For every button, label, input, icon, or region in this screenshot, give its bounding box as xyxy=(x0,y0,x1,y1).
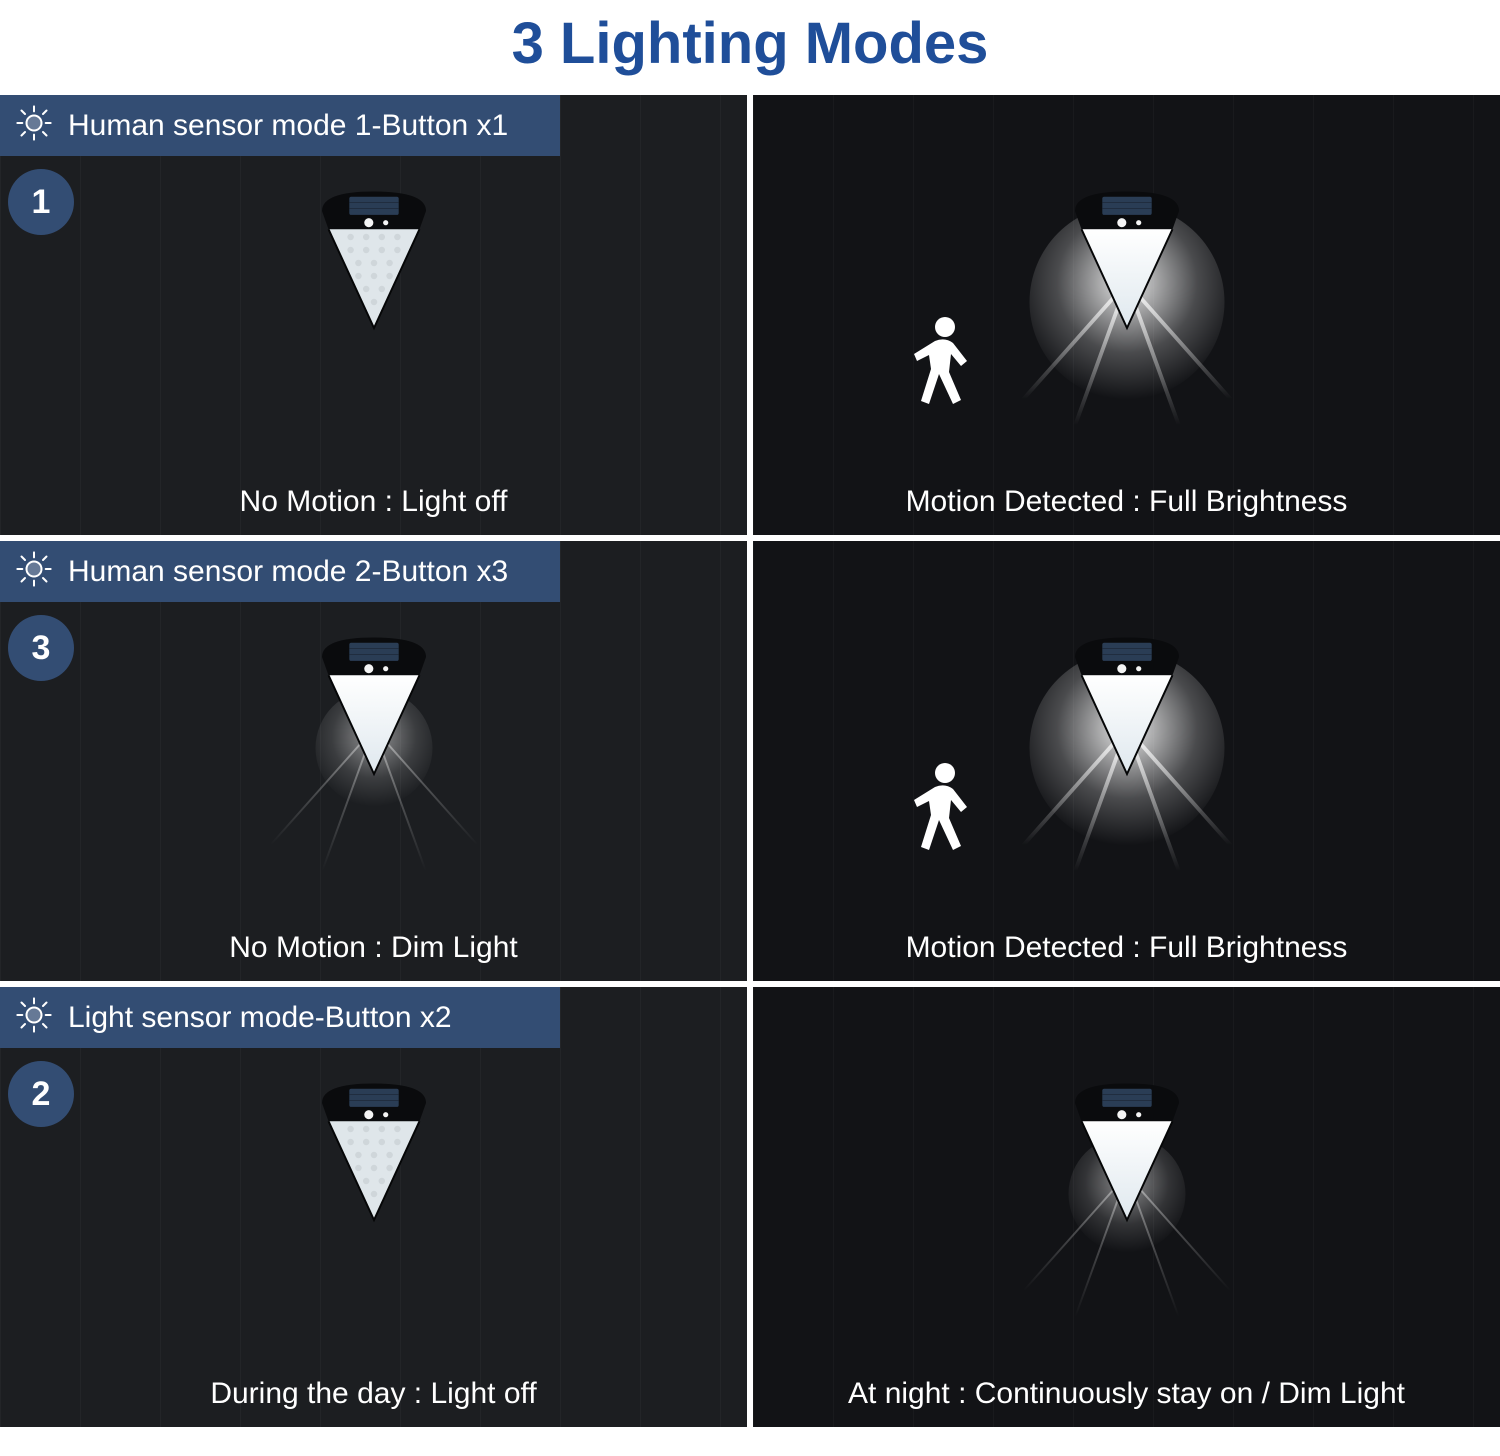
mode-label: Light sensor mode-Button x2 xyxy=(68,1001,452,1035)
mode-badge: 3 xyxy=(8,615,74,681)
lamp-wrap-left xyxy=(264,185,484,450)
mode-row-3: During the day : Light off xyxy=(0,987,1500,1427)
person-icon-wrap xyxy=(913,761,973,876)
person-icon xyxy=(913,315,973,425)
panel-right: At night : Continuously stay on / Dim Li… xyxy=(753,987,1500,1427)
caption-left: No Motion : Dim Light xyxy=(0,931,747,965)
lamp-wrap-right xyxy=(1017,631,1237,896)
lamp-wrap-left xyxy=(264,1077,484,1342)
lamp-bright xyxy=(1017,185,1237,445)
lamp-dim xyxy=(1017,1077,1237,1337)
mode-label: Human sensor mode 1-Button x1 xyxy=(68,109,508,143)
rows-container: No Motion : Light off xyxy=(0,95,1500,1427)
panel-left: During the day : Light off xyxy=(0,987,747,1427)
mode-row-2: No Motion : Dim Light xyxy=(0,541,1500,981)
brightness-icon xyxy=(14,549,54,589)
caption-right: At night : Continuously stay on / Dim Li… xyxy=(753,1377,1500,1411)
panel-right: Motion Detected : Full Brightness xyxy=(753,95,1500,535)
mode-label: Human sensor mode 2-Button x3 xyxy=(68,555,508,589)
mode-row-1: No Motion : Light off xyxy=(0,95,1500,535)
lamp-off xyxy=(264,1077,484,1337)
caption-left: No Motion : Light off xyxy=(0,485,747,519)
mode-badge: 1 xyxy=(8,169,74,235)
mode-bar: Human sensor mode 1-Button x1 xyxy=(0,95,560,156)
panel-right: Motion Detected : Full Brightness xyxy=(753,541,1500,981)
lamp-bright xyxy=(1017,631,1237,891)
mode-bar: Human sensor mode 2-Button x3 xyxy=(0,541,560,602)
lamp-wrap-right xyxy=(1017,1077,1237,1342)
panel-left: No Motion : Dim Light xyxy=(0,541,747,981)
mode-badge-number: 2 xyxy=(32,1075,51,1114)
page-title: 3 Lighting Modes xyxy=(0,0,1500,95)
mode-badge-number: 1 xyxy=(32,183,51,222)
caption-right: Motion Detected : Full Brightness xyxy=(753,485,1500,519)
brightness-icon xyxy=(14,103,54,143)
panel-left: No Motion : Light off xyxy=(0,95,747,535)
brightness-icon xyxy=(14,995,54,1035)
mode-badge-number: 3 xyxy=(32,629,51,668)
lamp-off xyxy=(264,185,484,445)
person-icon-wrap xyxy=(913,315,973,430)
lamp-dim xyxy=(264,631,484,891)
person-icon xyxy=(913,761,973,871)
lamp-wrap-right xyxy=(1017,185,1237,450)
caption-right: Motion Detected : Full Brightness xyxy=(753,931,1500,965)
mode-bar: Light sensor mode-Button x2 xyxy=(0,987,560,1048)
caption-left: During the day : Light off xyxy=(0,1377,747,1411)
mode-badge: 2 xyxy=(8,1061,74,1127)
lamp-wrap-left xyxy=(264,631,484,896)
